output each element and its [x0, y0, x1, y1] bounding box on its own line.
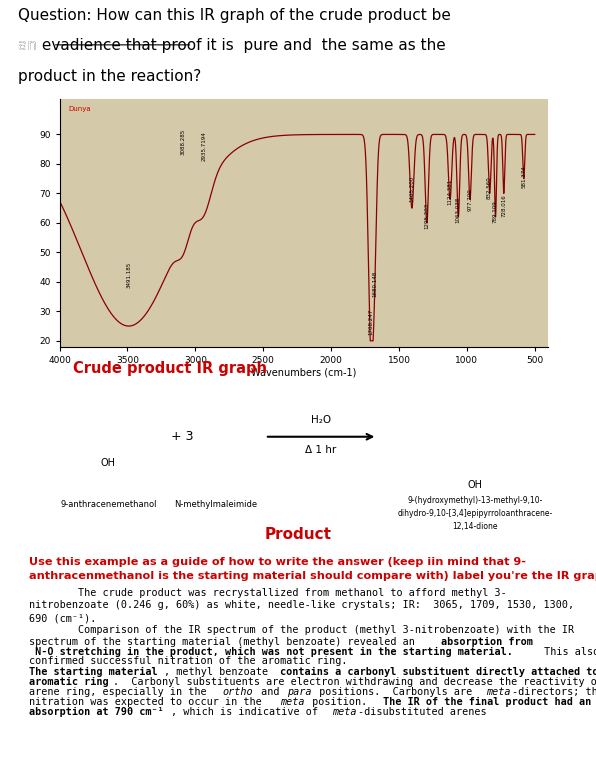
Text: This also: This also	[538, 647, 596, 657]
Text: meta: meta	[280, 697, 305, 707]
Text: , which is indicative of: , which is indicative of	[171, 707, 324, 717]
Text: dihydro-9,10-[3,4]epipyrroloanthracene-: dihydro-9,10-[3,4]epipyrroloanthracene-	[398, 509, 552, 518]
Text: OH: OH	[101, 458, 116, 468]
Text: OH: OH	[467, 480, 483, 490]
Text: product in the reaction?: product in the reaction?	[18, 69, 201, 84]
Text: position.: position.	[306, 697, 380, 707]
Text: nitration was expected to occur in the: nitration was expected to occur in the	[29, 697, 268, 707]
Text: 977.200: 977.200	[467, 188, 473, 211]
Text: 2935.7194: 2935.7194	[201, 131, 207, 161]
Text: positions.  Carbonyls are: positions. Carbonyls are	[312, 687, 478, 696]
X-axis label: Wavenumbers (cm-1): Wavenumbers (cm-1)	[252, 367, 356, 377]
Text: 1124.381: 1124.381	[448, 179, 452, 205]
Text: 3088.285: 3088.285	[181, 129, 186, 155]
Text: and: and	[254, 687, 285, 696]
Text: 1405.200: 1405.200	[409, 176, 414, 202]
Text: Crude product IR graph: Crude product IR graph	[73, 360, 267, 376]
Text: 1708.247: 1708.247	[368, 309, 373, 335]
Text: 1295.203: 1295.203	[424, 203, 429, 229]
Text: H₂O: H₂O	[311, 415, 331, 425]
Text: -directors; therefore,: -directors; therefore,	[513, 687, 596, 696]
Text: 789.109: 789.109	[493, 200, 498, 223]
Text: 9-anthracenemethanol: 9-anthracenemethanol	[60, 500, 157, 509]
Text: N-O stretching in the product, which was not present in the starting material.: N-O stretching in the product, which was…	[29, 647, 513, 657]
Text: The starting material: The starting material	[29, 667, 158, 677]
Text: an: an	[18, 38, 42, 53]
Text: 581.374: 581.374	[521, 165, 526, 187]
Text: 1063.038: 1063.038	[456, 197, 461, 223]
Text: ortho: ortho	[222, 687, 253, 696]
Text: Δ 1 hr: Δ 1 hr	[305, 445, 337, 455]
Text: 728.016: 728.016	[501, 194, 506, 217]
Text: Use this example as a guide of how to write the answer (keep iin mind that 9-: Use this example as a guide of how to wr…	[29, 557, 526, 567]
Text: meta: meta	[332, 707, 356, 717]
Text: Comparison of the IR spectrum of the product (methyl 3-nitrobenzoate) with the I: Comparison of the IR spectrum of the pro…	[29, 626, 574, 636]
Text: arene ring, especially in the: arene ring, especially in the	[29, 687, 213, 696]
Text: an evadience that proof it is  pure and  the same as the: an evadience that proof it is pure and t…	[18, 38, 446, 53]
Text: 12,14-dione: 12,14-dione	[452, 522, 498, 531]
Text: spectrum of the starting material (methyl benzoate) revealed an: spectrum of the starting material (methy…	[29, 637, 421, 647]
Text: The IR of the final product had an: The IR of the final product had an	[383, 697, 592, 707]
Text: + 3: + 3	[170, 431, 193, 443]
Text: 1680.148: 1680.148	[372, 271, 377, 296]
Text: Question: How can this IR graph of the crude product be: Question: How can this IR graph of the c…	[18, 8, 451, 23]
Text: -disubstituted arenes: -disubstituted arenes	[358, 707, 486, 717]
Text: meta: meta	[486, 687, 511, 696]
Text: absorption from: absorption from	[442, 637, 533, 647]
Text: para: para	[287, 687, 311, 696]
Text: 3491.185: 3491.185	[126, 261, 131, 288]
Text: The crude product was recrystallized from methanol to afford methyl 3-
nitrobenz: The crude product was recrystallized fro…	[29, 588, 574, 623]
Text: contains a carbonyl substituent directly attached to the: contains a carbonyl substituent directly…	[280, 667, 596, 677]
Text: absorption at 790 cm⁻¹: absorption at 790 cm⁻¹	[29, 707, 164, 717]
Text: confirmed successful nitration of the aromatic ring.: confirmed successful nitration of the ar…	[29, 657, 347, 667]
Text: , methyl benzoate: , methyl benzoate	[164, 667, 275, 677]
Text: anthracenmethanol is the starting material should compare with) label you're the: anthracenmethanol is the starting materi…	[29, 572, 596, 581]
Text: N-methylmaleimide: N-methylmaleimide	[175, 500, 257, 509]
Text: 9-(hydroxymethyl)-13-methyl-9,10-: 9-(hydroxymethyl)-13-methyl-9,10-	[407, 496, 543, 505]
Text: .  Carbonyl substituents are electron withdrawing and decrease the reactivity of: . Carbonyl substituents are electron wit…	[113, 677, 596, 687]
Text: Product: Product	[265, 527, 331, 542]
Text: aromatic ring: aromatic ring	[29, 677, 108, 687]
Text: Dunya: Dunya	[69, 107, 91, 113]
Text: 832.560: 832.560	[487, 177, 492, 200]
